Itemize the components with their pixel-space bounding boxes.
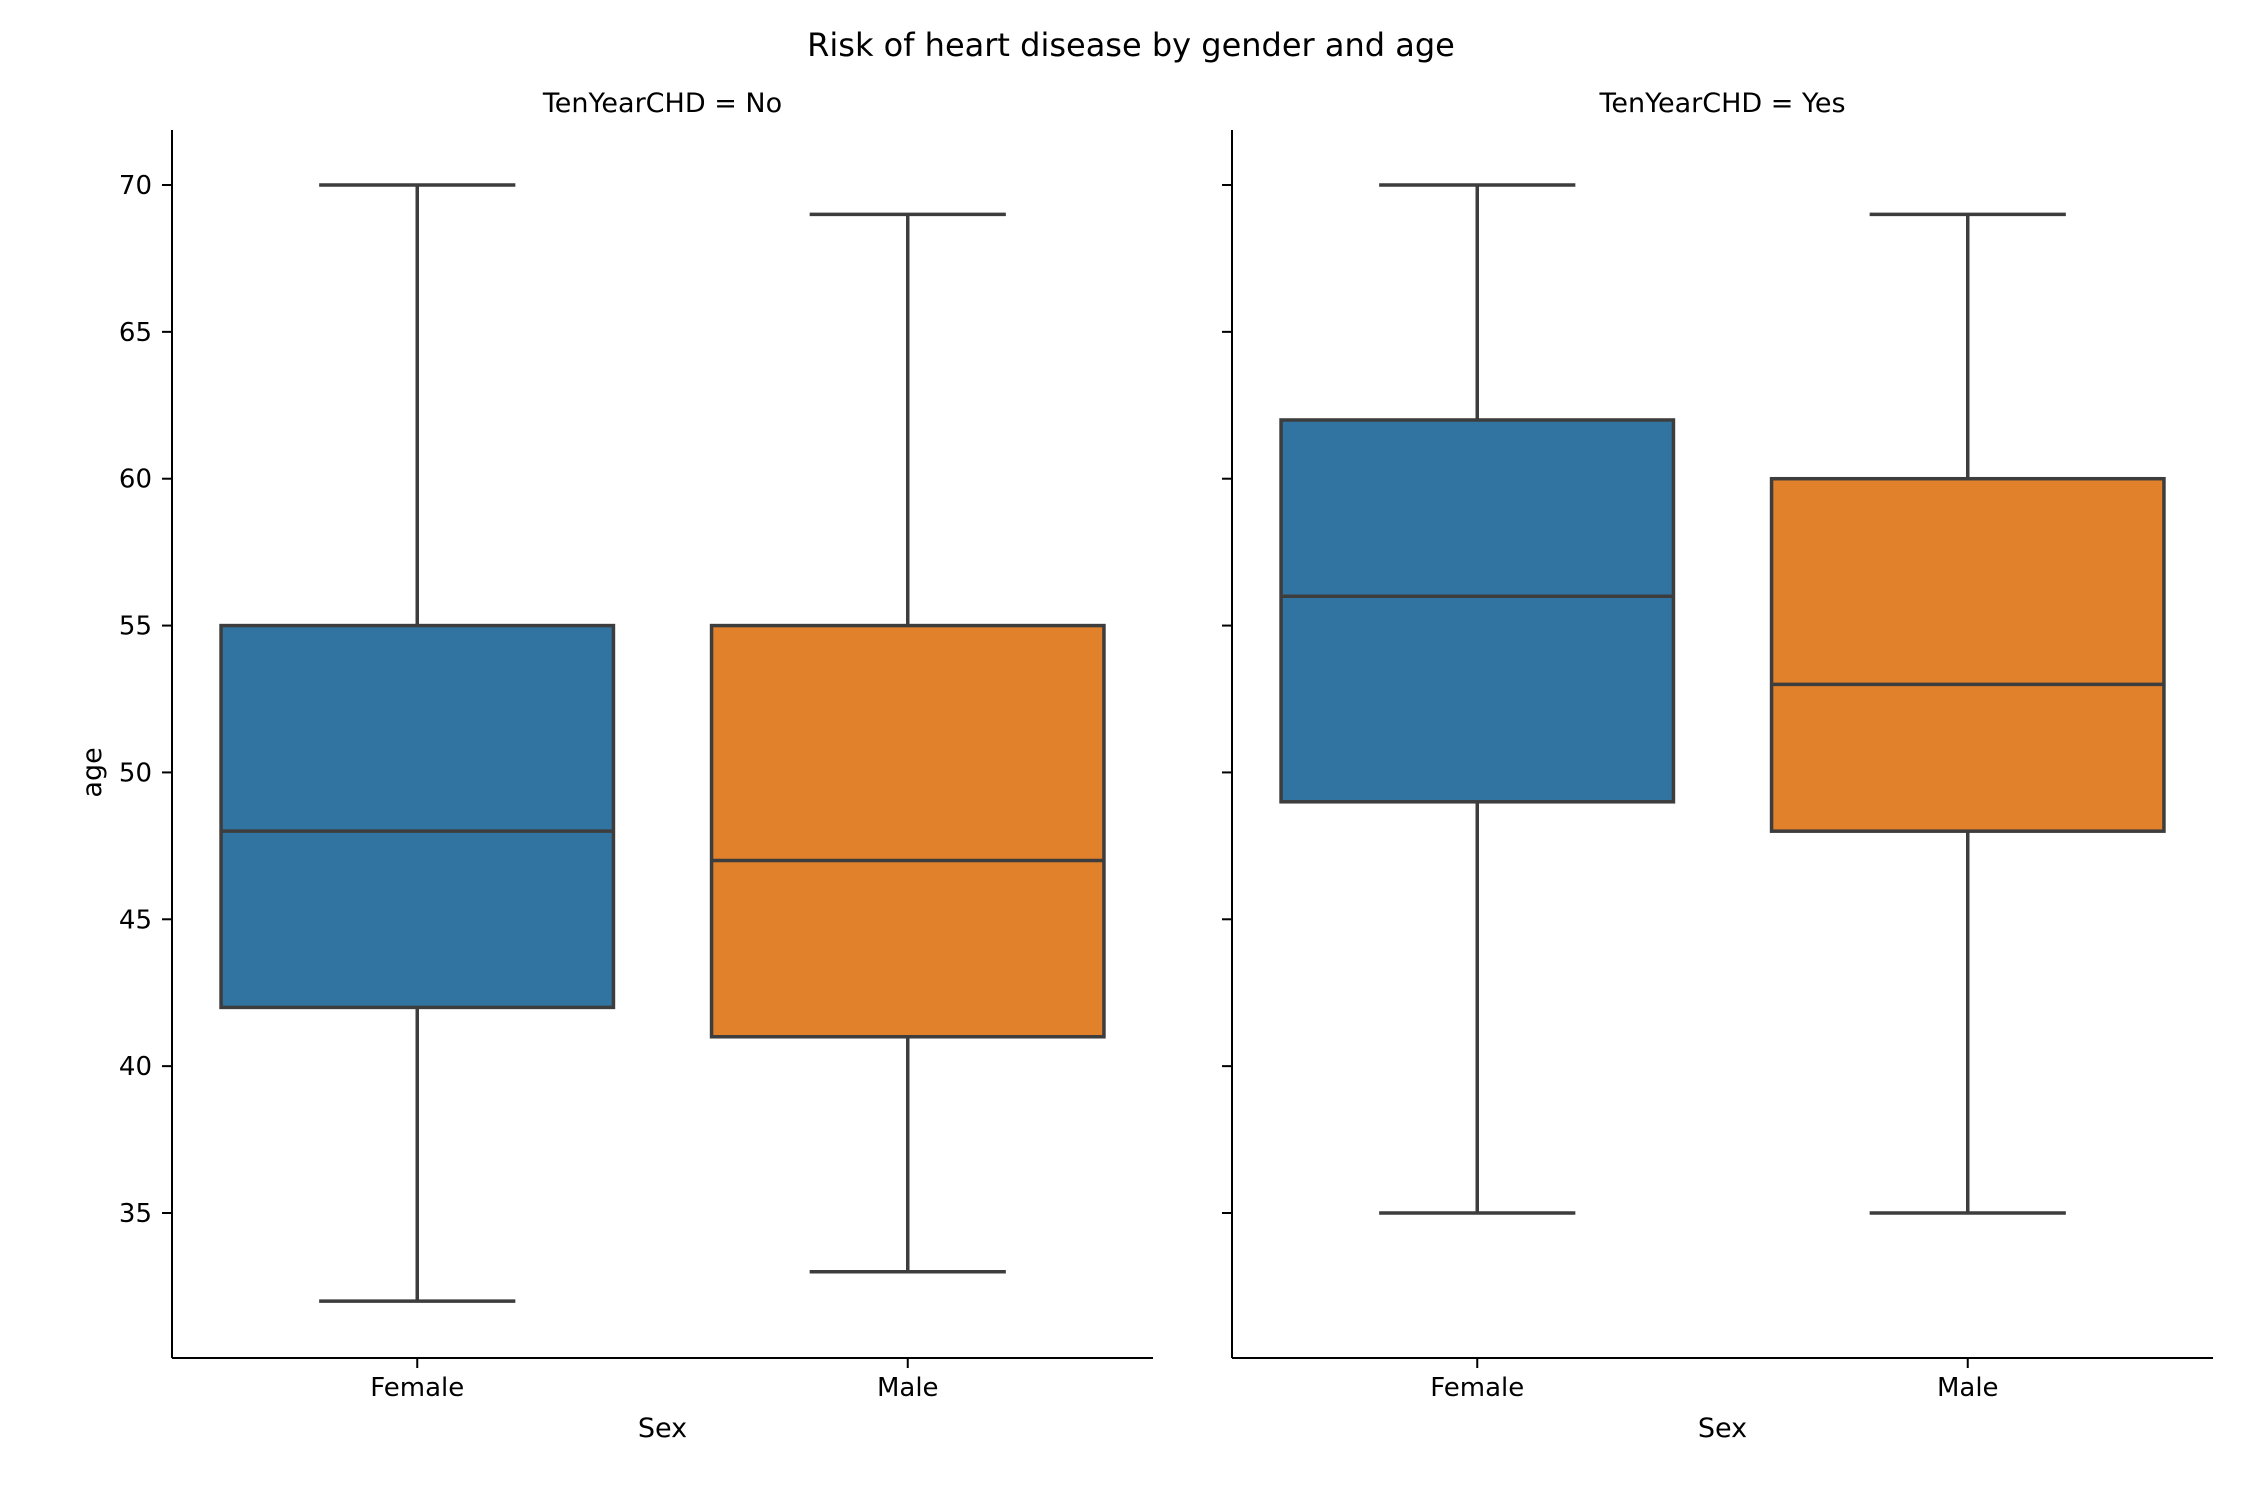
y-tick-label: 50 [119,758,152,788]
x-tick-label: Female [1430,1373,1524,1403]
box-female: Female [1279,183,1676,1403]
panel-2: TenYearCHD = Yes Sex Female Male [1222,88,2213,1444]
x-tick-label: Female [370,1373,464,1403]
box-female: Female [219,183,616,1403]
box-male: Male [709,212,1106,1403]
x-axis-label: Sex [638,1413,687,1444]
iqr-box [709,623,1106,1039]
y-axis-label: age [77,747,108,797]
x-tick-label: Male [1937,1373,1999,1403]
panel-1: TenYearCHD = No 35 40 45 50 55 60 65 70 age Sex Fem… [77,88,1153,1444]
x-tick-label: Male [877,1373,939,1403]
x-axis-label: Sex [1698,1413,1747,1444]
iqr-box [1769,476,2166,833]
panel-title: TenYearCHD = No [542,88,782,119]
y-tick-label: 55 [119,612,152,642]
iqr-box [219,623,616,1010]
y-tick-label: 70 [119,171,152,201]
panels-group: TenYearCHD = No 35 40 45 50 55 60 65 70 age Sex Fem… [77,88,2213,1444]
box-male: Male [1769,212,2166,1403]
y-tick-label: 35 [119,1199,152,1229]
y-tick-label: 65 [119,318,152,348]
chart-title: Risk of heart disease by gender and age [807,26,1455,64]
panel-title: TenYearCHD = Yes [1598,88,1845,119]
y-tick-label: 40 [119,1052,152,1082]
y-tick-label: 45 [119,905,152,935]
y-tick-label: 60 [119,465,152,495]
iqr-box [1279,418,1676,804]
